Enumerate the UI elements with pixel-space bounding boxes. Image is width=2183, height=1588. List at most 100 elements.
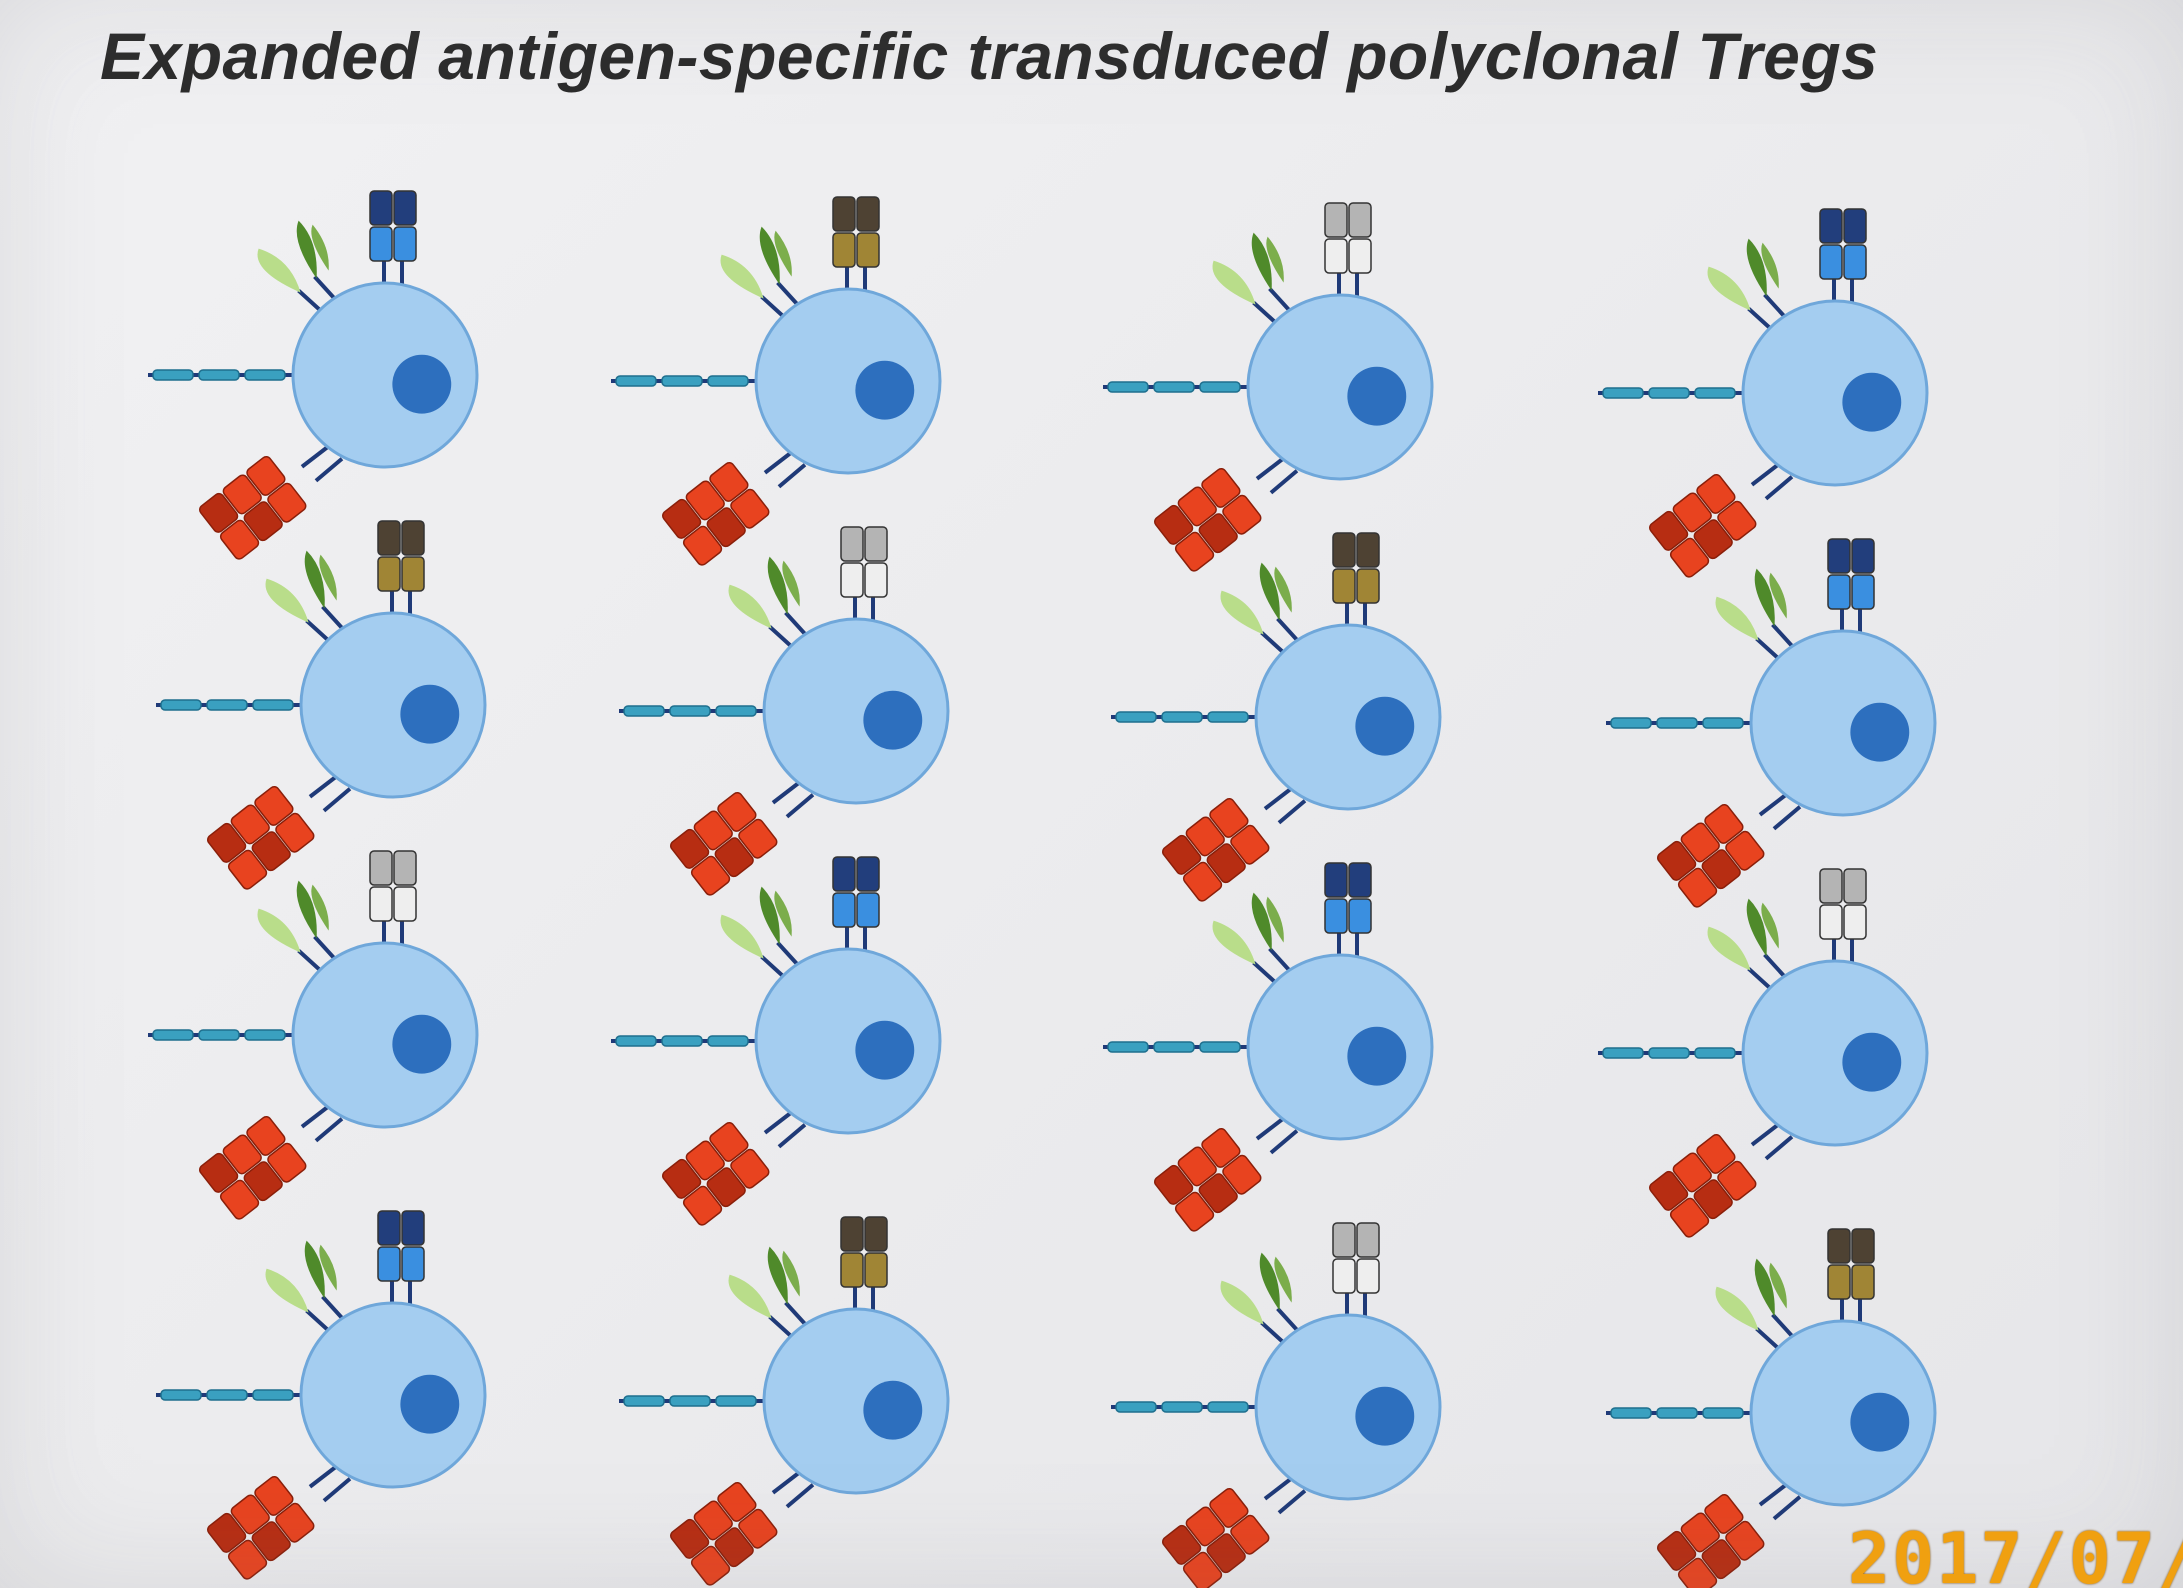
treg-cell-r1-c4 — [1598, 208, 1929, 578]
cell-body — [299, 1301, 487, 1489]
cell-rod-receptor — [619, 705, 766, 717]
cell-rod-receptor — [1606, 717, 1753, 729]
cell-nucleus — [1347, 1026, 1407, 1086]
cell-red-receptor — [1657, 793, 1802, 908]
cell-red-receptor — [199, 445, 344, 560]
cell-rod-receptor — [148, 369, 295, 381]
cell-tcr-receptor — [840, 526, 888, 627]
treg-cell-r4-c3 — [1111, 1222, 1442, 1588]
cell-body — [1246, 953, 1434, 1141]
cell-red-receptor — [1154, 1117, 1299, 1232]
cell-leaf-receptor — [1212, 892, 1292, 985]
cell-nucleus — [1842, 1032, 1902, 1092]
cell-rod-receptor — [611, 375, 758, 387]
cell-rod-receptor — [611, 1035, 758, 1047]
cell-rod-receptor — [1103, 1041, 1250, 1053]
cell-red-receptor — [1649, 463, 1794, 578]
cell-red-receptor — [1162, 1477, 1307, 1588]
cell-nucleus — [1842, 372, 1902, 432]
cell-rod-receptor — [1111, 711, 1258, 723]
cell-nucleus — [1355, 1386, 1415, 1446]
treg-cell-r3-c2 — [611, 856, 942, 1226]
cell-tcr-receptor — [1819, 868, 1867, 969]
cell-nucleus — [392, 354, 452, 414]
cell-leaf-receptor — [257, 220, 337, 313]
cell-tcr-receptor — [1332, 1222, 1380, 1323]
cell-red-receptor — [670, 781, 815, 896]
cell-red-receptor — [1154, 457, 1299, 572]
treg-cell-r1-c2 — [611, 196, 942, 566]
treg-cell-r3-c4 — [1598, 868, 1929, 1238]
treg-cell-r4-c1 — [156, 1210, 487, 1580]
cell-body — [1254, 623, 1442, 811]
cell-leaf-receptor — [720, 226, 800, 319]
treg-cell-r1-c1 — [148, 190, 479, 560]
treg-cell-r2-c3 — [1111, 532, 1442, 902]
cell-body — [754, 947, 942, 1135]
cell-tcr-receptor — [1332, 532, 1380, 633]
photo-datestamp: 2017/07/ — [1848, 1518, 2183, 1588]
cell-tcr-receptor — [377, 520, 425, 621]
cell-red-receptor — [1162, 787, 1307, 902]
cell-leaf-receptor — [728, 1246, 808, 1339]
cell-nucleus — [1355, 696, 1415, 756]
cell-leaf-receptor — [265, 1240, 345, 1333]
cell-nucleus — [863, 1380, 923, 1440]
treg-cell-r3-c3 — [1103, 862, 1434, 1232]
cell-body — [1749, 1319, 1937, 1507]
cell-body — [1741, 299, 1929, 487]
cell-leaf-receptor — [1707, 238, 1787, 331]
treg-cell-r2-c1 — [156, 520, 487, 890]
cell-body — [291, 281, 479, 469]
cell-tcr-receptor — [832, 196, 880, 297]
cell-red-receptor — [662, 451, 807, 566]
cell-body — [299, 611, 487, 799]
cell-red-receptor — [199, 1105, 344, 1220]
cell-body — [1254, 1313, 1442, 1501]
cell-leaf-receptor — [1220, 562, 1300, 655]
slide-title: Expanded antigen-specific transduced pol… — [100, 19, 1879, 93]
cell-red-receptor — [1657, 1483, 1802, 1588]
cell-nucleus — [392, 1014, 452, 1074]
cell-rod-receptor — [156, 1389, 303, 1401]
cell-nucleus — [855, 1020, 915, 1080]
cell-leaf-receptor — [1715, 1258, 1795, 1351]
cell-tcr-receptor — [1827, 538, 1875, 639]
cell-tcr-receptor — [369, 190, 417, 291]
cell-red-receptor — [1649, 1123, 1794, 1238]
cell-leaf-receptor — [265, 550, 345, 643]
treg-cell-r1-c3 — [1103, 202, 1434, 572]
cell-nucleus — [1850, 1392, 1910, 1452]
cell-body — [291, 941, 479, 1129]
cell-tcr-receptor — [1324, 862, 1372, 963]
cell-tcr-receptor — [840, 1216, 888, 1317]
cell-tcr-receptor — [1819, 208, 1867, 309]
cell-tcr-receptor — [1827, 1228, 1875, 1329]
cell-rod-receptor — [1111, 1401, 1258, 1413]
cell-body — [1749, 629, 1937, 817]
cell-leaf-receptor — [720, 886, 800, 979]
cell-body — [1741, 959, 1929, 1147]
cell-rod-receptor — [1103, 381, 1250, 393]
cell-nucleus — [855, 360, 915, 420]
cell-red-receptor — [207, 1465, 352, 1580]
cell-leaf-receptor — [1220, 1252, 1300, 1345]
cell-tcr-receptor — [369, 850, 417, 951]
treg-cell-r2-c4 — [1606, 538, 1937, 908]
treg-cell-r3-c1 — [148, 850, 479, 1220]
cell-leaf-receptor — [1715, 568, 1795, 661]
cell-rod-receptor — [1598, 387, 1745, 399]
cell-nucleus — [863, 690, 923, 750]
cell-leaf-receptor — [1212, 232, 1292, 325]
cell-rod-receptor — [148, 1029, 295, 1041]
cell-red-receptor — [670, 1471, 815, 1586]
cell-rod-receptor — [156, 699, 303, 711]
cell-nucleus — [400, 1374, 460, 1434]
cell-leaf-receptor — [1707, 898, 1787, 991]
treg-cell-r4-c2 — [619, 1216, 950, 1586]
cell-tcr-receptor — [832, 856, 880, 957]
treg-cell-r4-c4 — [1606, 1228, 1937, 1588]
cell-rod-receptor — [619, 1395, 766, 1407]
